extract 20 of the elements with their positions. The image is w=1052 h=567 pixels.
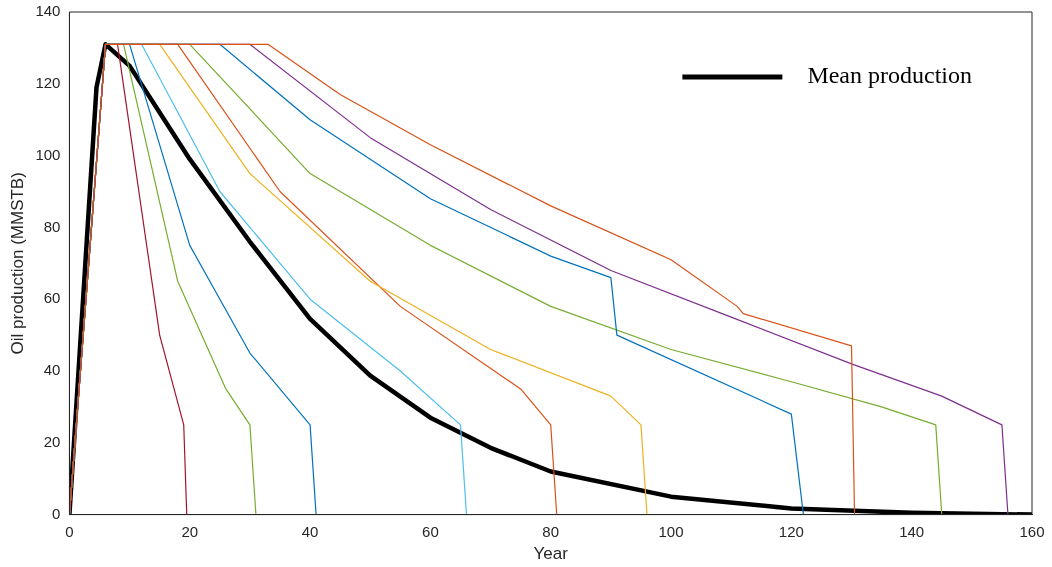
x-tick-label: 160 <box>1019 522 1045 540</box>
y-tick-label: 140 <box>35 2 61 20</box>
x-tick-label: 120 <box>778 522 804 540</box>
x-tick-label: 100 <box>658 522 684 540</box>
x-tick-label: 0 <box>65 522 74 540</box>
x-axis-title: Year <box>533 544 569 564</box>
x-tick-label: 80 <box>542 522 560 540</box>
x-tick-label: 140 <box>899 522 925 540</box>
y-tick-label: 100 <box>35 145 61 163</box>
x-tick-label: 20 <box>181 522 199 540</box>
y-tick-label: 120 <box>35 73 61 91</box>
legend-label: Mean production <box>807 62 972 89</box>
y-axis-title: Oil production (MMSTB) <box>7 172 27 355</box>
x-tick-label: 60 <box>422 522 439 540</box>
y-tick-label: 40 <box>43 361 61 379</box>
y-tick-label: 60 <box>43 289 61 307</box>
y-tick-label: 80 <box>43 217 61 235</box>
y-tick-label: 20 <box>43 432 61 450</box>
x-tick-label: 40 <box>301 522 319 540</box>
y-tick-label: 0 <box>52 504 61 522</box>
